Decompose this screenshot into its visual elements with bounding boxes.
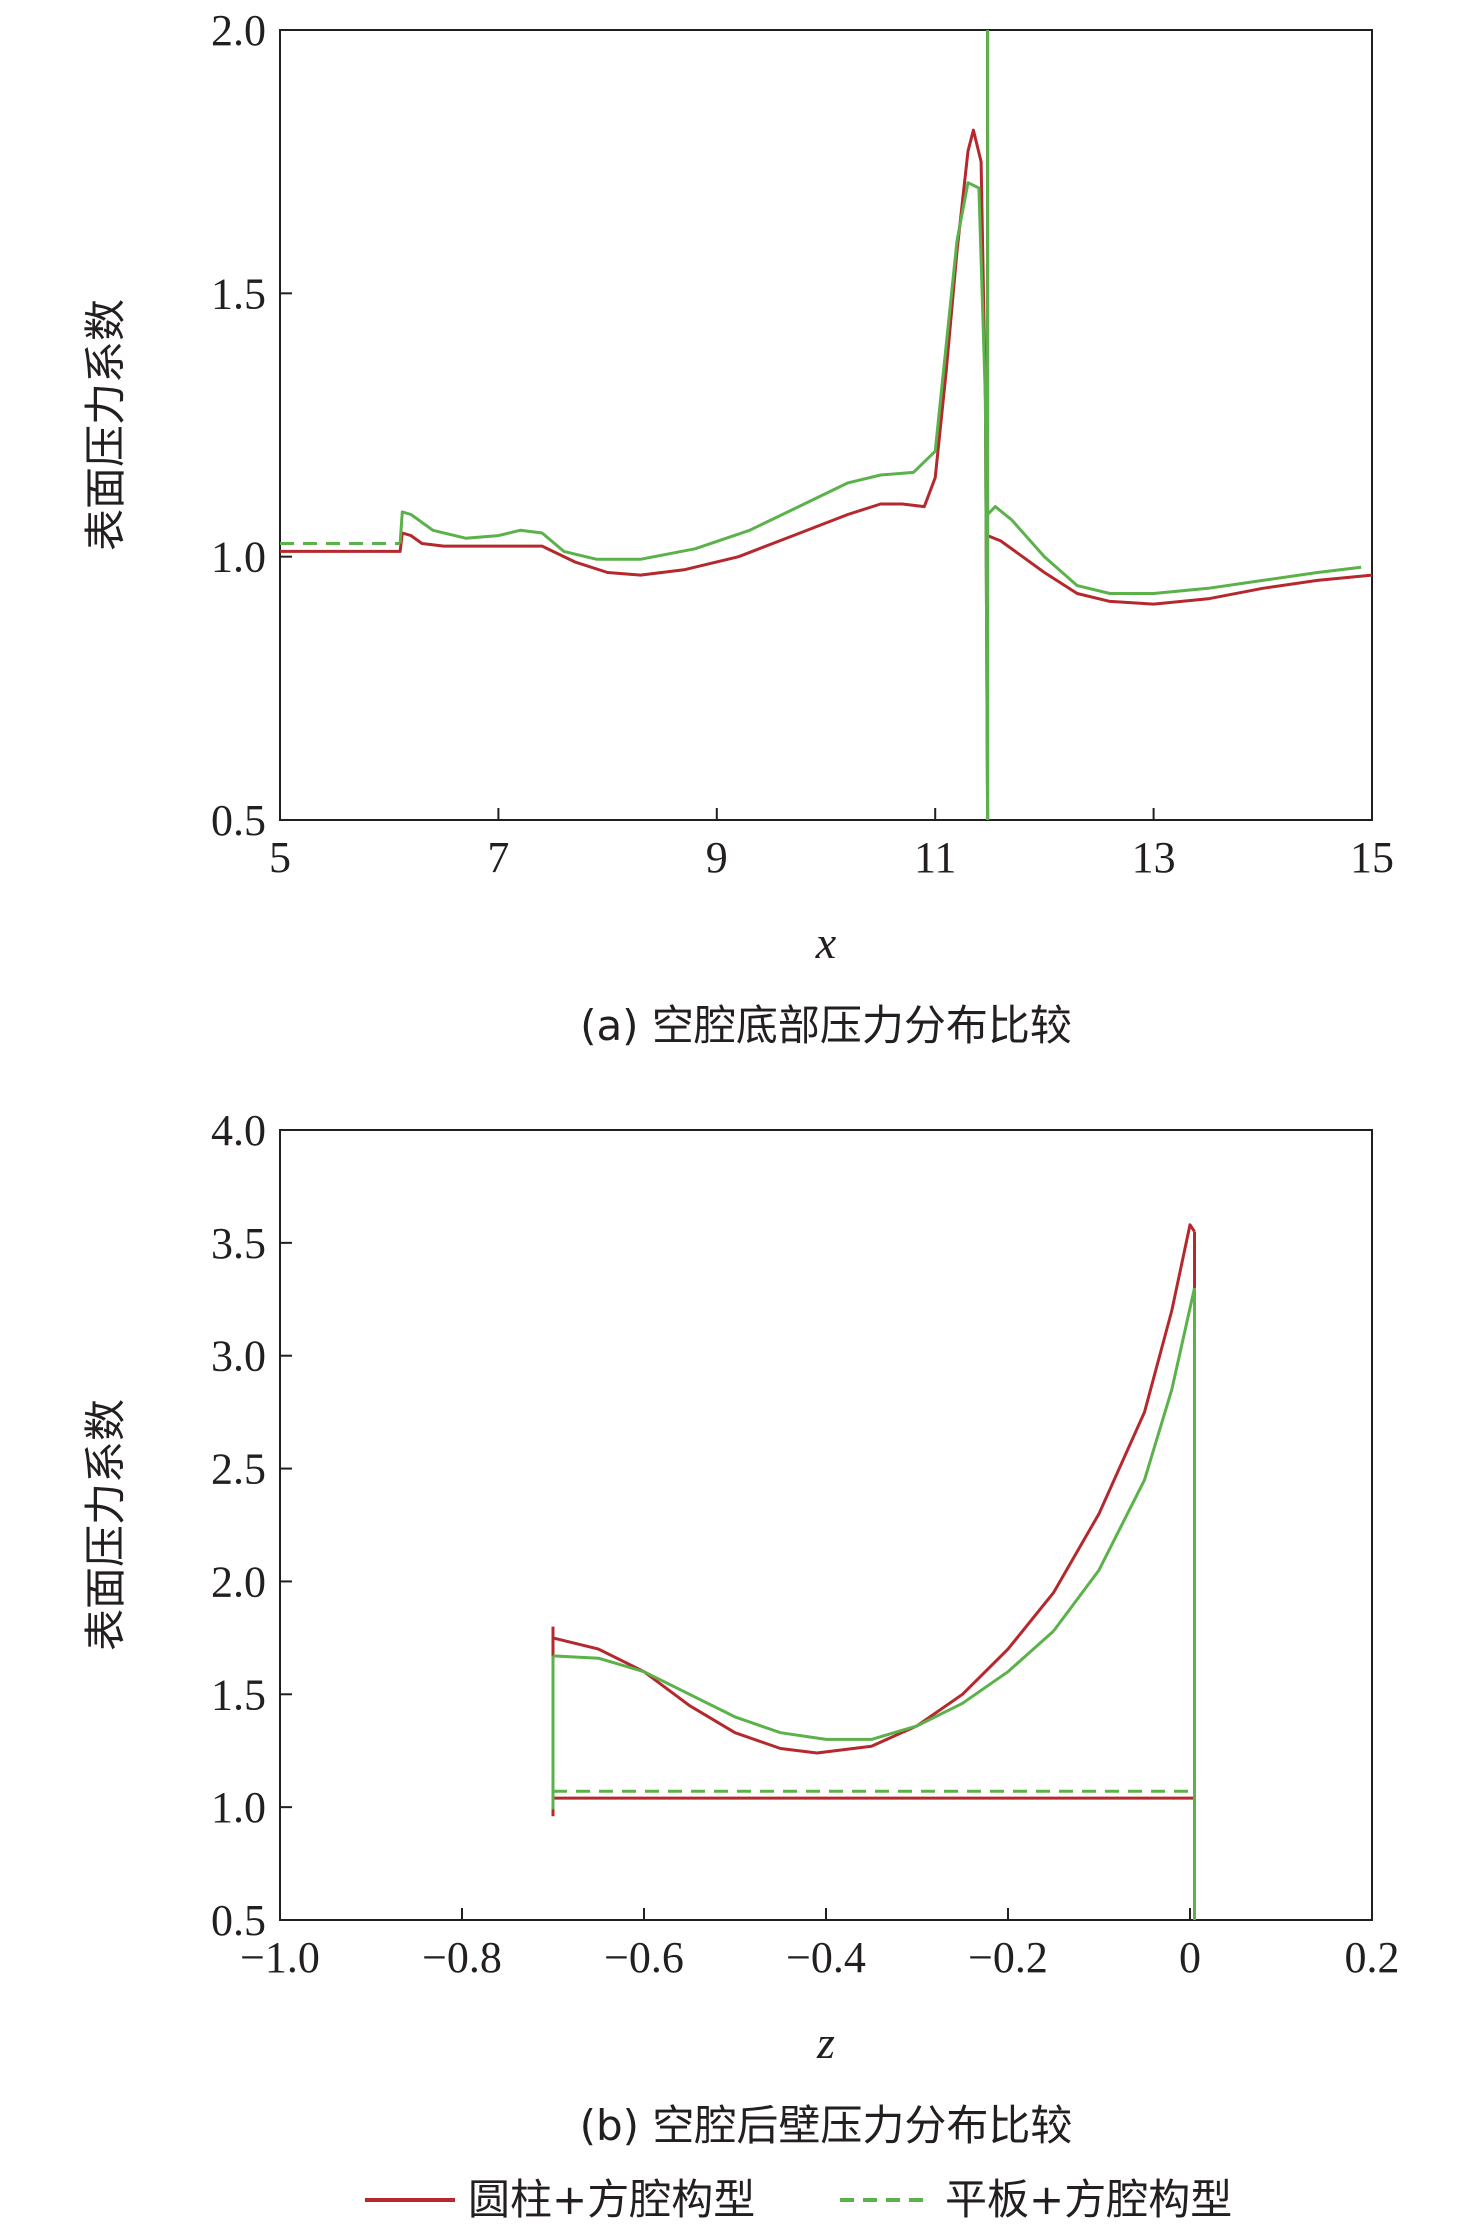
x-tick-label: 0 [1179, 1933, 1201, 1982]
series-line-plate-cavity [551, 1287, 1196, 1920]
series-segment [280, 128, 990, 821]
x-tick-label: 5 [269, 833, 291, 882]
series-segment [987, 534, 1373, 606]
x-tick-label: −0.8 [422, 1933, 502, 1982]
y-tick-label: 1.0 [211, 1783, 266, 1832]
caption-b: (b) 空腔后壁压力分布比较 [580, 2101, 1073, 2150]
y-tick-label: 0.5 [211, 1896, 266, 1945]
x-tick-label: −0.2 [968, 1933, 1048, 1982]
x-axis-label-a: x [815, 917, 837, 968]
plot-frame-a [279, 29, 1373, 821]
x-tick-label: 0.2 [1345, 1933, 1400, 1982]
x-tick-label: −1.0 [240, 1933, 320, 1982]
x-axis-label-b: z [816, 2017, 835, 2068]
y-tick-label: 4.0 [211, 1106, 266, 1155]
y-tick-label: 1.5 [211, 269, 266, 318]
y-tick-label: 1.0 [211, 533, 266, 582]
y-axis-label-a: 表面压力系数 [81, 299, 130, 551]
x-tick-label: 7 [487, 833, 509, 882]
x-tick-label: 15 [1350, 833, 1394, 882]
legend: 圆柱+方腔构型 平板+方腔构型 [365, 2175, 1232, 2224]
series-segment [1052, 1287, 1196, 1632]
y-tick-label: 1.5 [211, 1670, 266, 1719]
legend-label-solid: 圆柱+方腔构型 [468, 2175, 755, 2224]
chart-panel-a: 5 7 9 11 13 15 0.5 1.0 1.5 2.0 x 表面压力系数 (a) 空腔底部压… [81, 6, 1394, 1050]
caption-a: (a) 空腔底部压力分布比较 [580, 1001, 1072, 1050]
series-line-plate-cavity [280, 30, 1362, 821]
x-tick-label: −0.4 [786, 1933, 866, 1982]
y-tick-label: 2.0 [211, 1557, 266, 1606]
x-tick-label: 13 [1132, 833, 1176, 882]
y-tick-label: 3.5 [211, 1219, 266, 1268]
series-segment [398, 181, 990, 821]
y-tick-label: 2.5 [211, 1445, 266, 1494]
legend-label-dashed: 平板+方腔构型 [945, 2175, 1232, 2224]
y-axis-label-b: 表面压力系数 [81, 1399, 130, 1651]
y-tick-label: 3.0 [211, 1332, 266, 1381]
series-segment [1010, 518, 1362, 595]
x-tick-label: 9 [706, 833, 728, 882]
y-tick-label: 2.0 [211, 6, 266, 55]
y-tick-label: 0.5 [211, 796, 266, 845]
series-group-a [280, 30, 1373, 821]
tick-group-b: −1.0 −0.8 −0.6 −0.4 −0.2 0 0.2 0.5 1.0 1.5 2.0 2.5 3… [211, 1106, 1400, 1982]
plot-frame-b [279, 1129, 1373, 1921]
series-line-cylinder-cavity [280, 30, 1373, 821]
series-group-b [551, 1223, 1196, 1920]
series-segment [552, 1629, 1055, 1741]
series-segment [986, 505, 1013, 521]
tick-group-a: 5 7 9 11 13 15 0.5 1.0 1.5 2.0 [211, 6, 1394, 882]
chart-panel-b: −1.0 −0.8 −0.6 −0.4 −0.2 0 0.2 0.5 1.0 1.5 2.0 2.5 3… [81, 1106, 1400, 2150]
x-tick-label: −0.6 [604, 1933, 684, 1982]
x-tick-label: 11 [914, 833, 956, 882]
